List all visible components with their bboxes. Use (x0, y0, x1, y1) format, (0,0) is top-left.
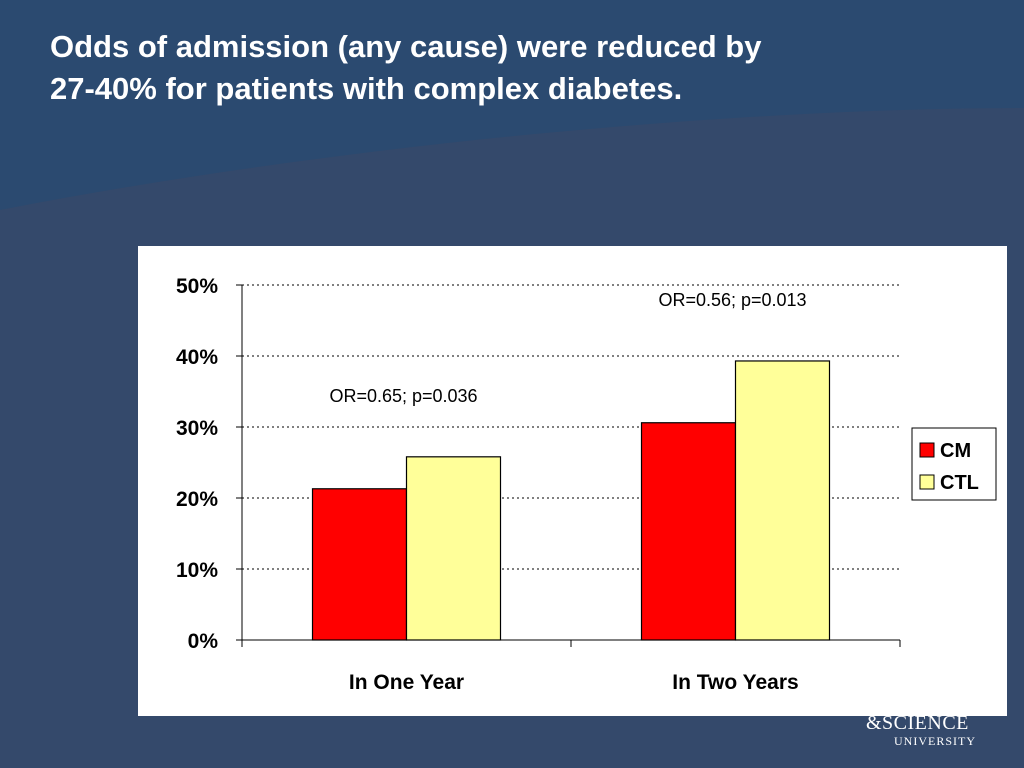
y-tick-label: 10% (176, 559, 218, 582)
slide-title-line-2: 27-40% for patients with complex diabete… (50, 71, 683, 106)
y-tick-label: 0% (188, 630, 219, 653)
x-tick-label: In Two Years (672, 671, 798, 694)
bar-cm (311, 488, 408, 641)
annotation: OR=0.56; p=0.013 (658, 290, 806, 310)
legend-swatch-cm (919, 442, 935, 458)
logo-line-1: &SCIENCE (866, 712, 969, 734)
y-tick-label: 20% (176, 488, 218, 511)
slide-title: Odds of admission (any cause) were reduc… (50, 26, 990, 110)
university-logo: &SCIENCE UNIVERSITY (866, 712, 986, 748)
annotation: OR=0.65; p=0.036 (329, 386, 477, 406)
bar-ctl (734, 360, 831, 641)
background-band (0, 0, 1024, 210)
chart-panel: 0% 10% 20% 30% 40% 50% In One Year In Two Years… (138, 246, 1007, 716)
legend: CM CTL (911, 427, 997, 501)
bar-chart: 0% 10% 20% 30% 40% 50% In One Year In Two Years… (176, 275, 997, 694)
legend-label-cm: CM (940, 440, 971, 462)
legend-label-ctl: CTL (940, 472, 979, 494)
legend-swatch-ctl (919, 474, 935, 490)
y-tick-label: 50% (176, 275, 218, 298)
y-tick-label: 30% (176, 417, 218, 440)
bar-cm (640, 422, 737, 641)
logo-line-2: UNIVERSITY (894, 734, 976, 748)
bar-ctl (405, 456, 502, 641)
slide-title-line-1: Odds of admission (any cause) were reduc… (50, 29, 762, 64)
label-layer: 0% 10% 20% 30% 40% 50% In One Year In Two Years… (176, 275, 807, 694)
x-tick-label: In One Year (349, 671, 464, 694)
bar-layer (311, 360, 831, 641)
y-tick-label: 40% (176, 346, 218, 369)
